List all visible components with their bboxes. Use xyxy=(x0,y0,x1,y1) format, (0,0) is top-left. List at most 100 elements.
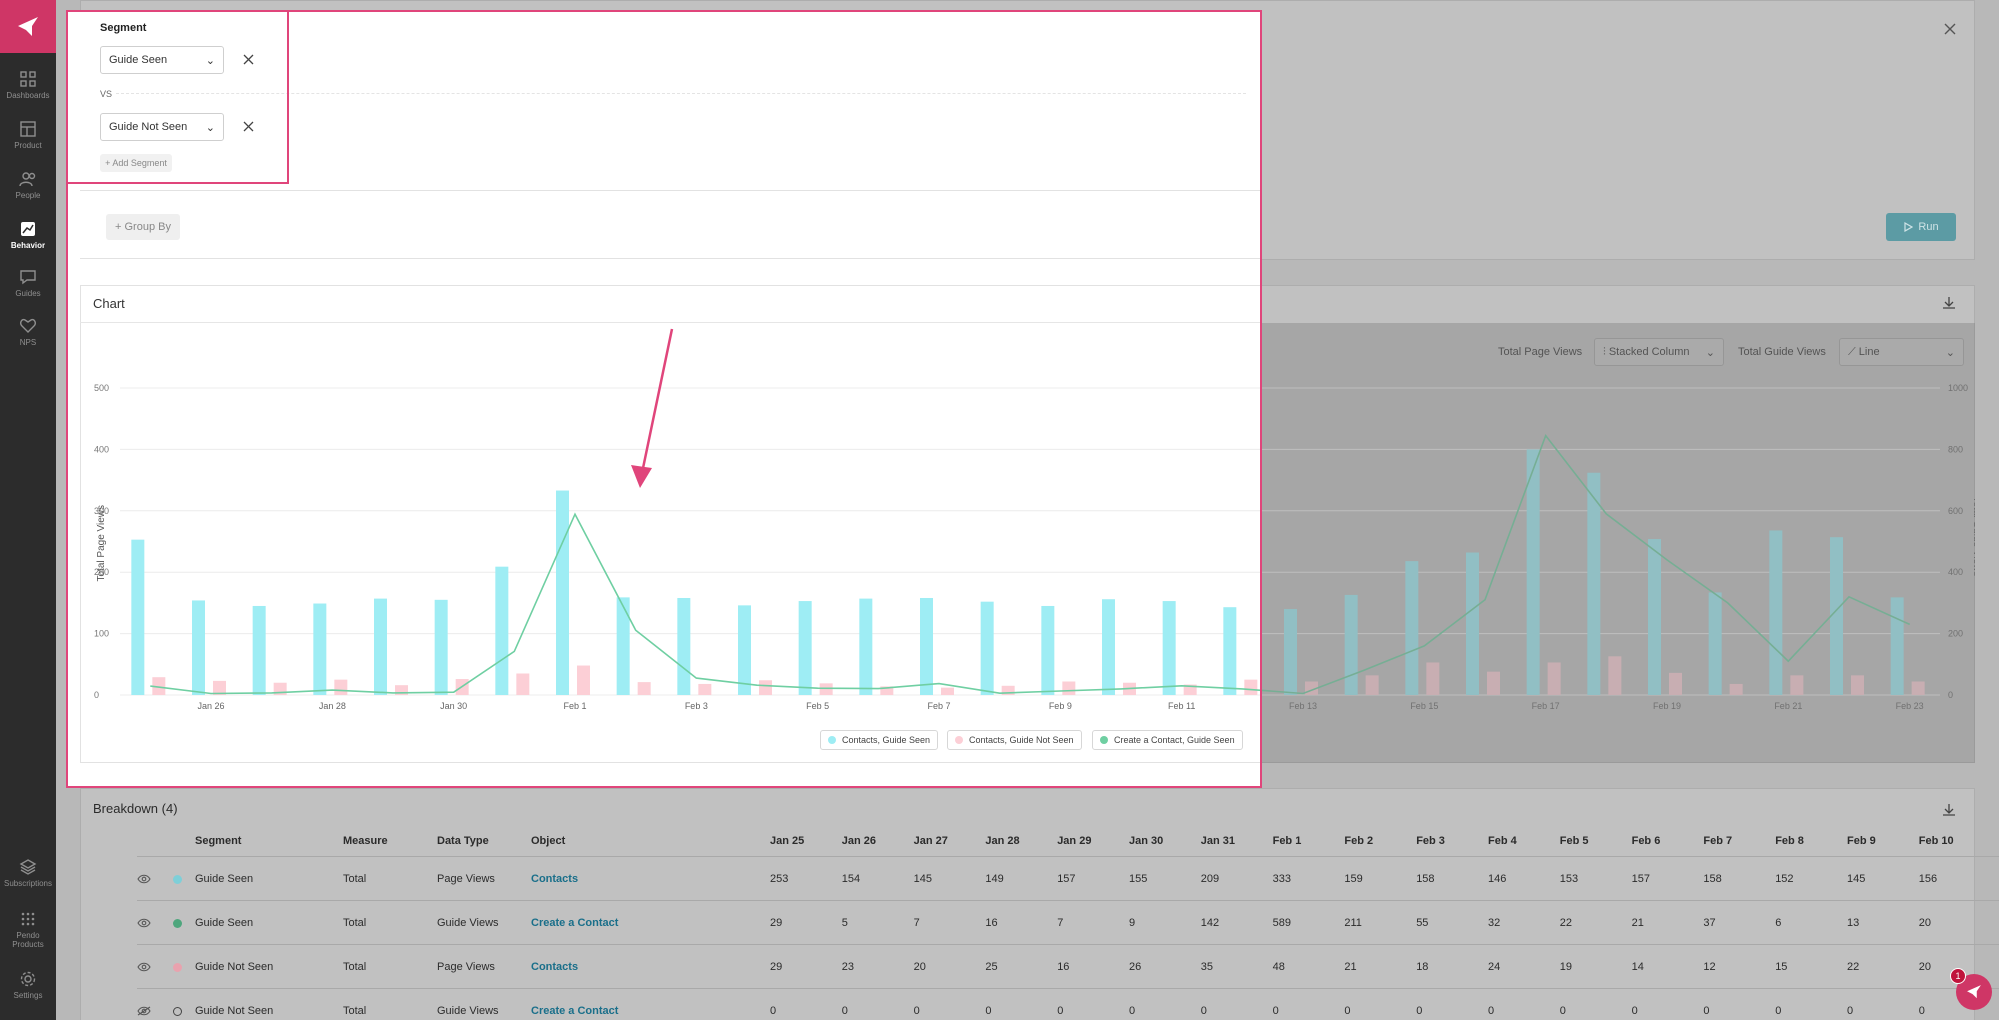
data-type-cell: Page Views xyxy=(437,961,495,973)
eye-off-icon[interactable] xyxy=(137,989,151,1020)
chart-icon xyxy=(21,222,35,236)
eye-icon[interactable] xyxy=(137,901,151,945)
pendo-logo[interactable] xyxy=(0,0,56,53)
grid-icon xyxy=(20,71,36,87)
value-cell: 13 xyxy=(1847,917,1860,929)
column-header: Jan 30 xyxy=(1129,835,1164,847)
sidebar-item-subscriptions[interactable]: Subscriptions xyxy=(0,858,56,888)
remove-segment-2-icon[interactable] xyxy=(243,121,254,132)
value-cell: 156 xyxy=(1918,873,1938,885)
sidebar-item-guides[interactable]: Guides xyxy=(0,268,56,298)
column-header: Measure xyxy=(343,835,388,847)
y-tick-label: 100 xyxy=(94,629,109,639)
eye-icon[interactable] xyxy=(137,945,151,989)
run-button[interactable]: Run xyxy=(1886,213,1956,241)
table-row[interactable]: Guide Seen Total Page Views Contacts 253 154 1… xyxy=(137,856,1999,900)
sidebar-item-label: People xyxy=(15,191,41,200)
chart-title: Chart xyxy=(93,296,125,311)
layout-icon xyxy=(20,121,36,137)
sidebar-item-label: Dashboards xyxy=(6,91,50,100)
y2-tick-label: 0 xyxy=(1948,690,1953,700)
value-cell: 22 xyxy=(1559,917,1573,929)
y-axis-title: Total Page Views xyxy=(96,505,107,582)
add-segment-button[interactable]: + Add Segment xyxy=(100,154,172,172)
breakdown-count: (4) xyxy=(161,801,178,816)
sidebar-item-pendo-products[interactable]: Pendo Products xyxy=(0,910,56,949)
object-link[interactable]: Create a Contact xyxy=(531,917,619,929)
object-link[interactable]: Contacts xyxy=(531,961,579,973)
right-measure-type-select[interactable]: ⟋ Line ⌄ xyxy=(1839,338,1964,366)
x-tick-label: Jan 26 xyxy=(197,701,224,711)
table-row[interactable]: Guide Not Seen Total Guide Views Create a C… xyxy=(137,988,1999,1020)
table-row[interactable]: Guide Seen Total Guide Views Create a Conta… xyxy=(137,900,1999,944)
column-header: Feb 3 xyxy=(1416,835,1445,847)
bar-contacts-guide-seen xyxy=(1466,552,1479,695)
value-cell: 35 xyxy=(1200,961,1214,973)
highlight-box-segment xyxy=(66,10,289,184)
table-row[interactable]: Guide Not Seen Total Page Views Contacts 29 2… xyxy=(137,944,1999,988)
message-icon xyxy=(20,270,36,285)
sidebar-item-settings[interactable]: Settings xyxy=(0,970,56,1000)
download-icon[interactable] xyxy=(1942,803,1956,817)
divider xyxy=(116,93,1246,94)
eye-icon[interactable] xyxy=(137,857,151,901)
sidebar-item-nps[interactable]: NPS xyxy=(0,317,56,347)
object-link[interactable]: Contacts xyxy=(531,873,579,885)
bar-contacts-guide-seen xyxy=(859,598,873,695)
y-tick-label: 200 xyxy=(94,567,109,577)
segment-cell: Guide Not Seen xyxy=(195,1005,274,1017)
sidebar-item-people[interactable]: People xyxy=(0,170,56,200)
vs-label: VS xyxy=(100,89,113,99)
bar-contacts-guide-not-seen xyxy=(395,685,408,695)
legend-item-contacts-guide-not-seen[interactable]: Contacts, Guide Not Seen xyxy=(947,730,1082,750)
y2-tick-label: 200 xyxy=(1948,629,1963,639)
sidebar-item-dashboards[interactable]: Dashboards xyxy=(0,70,56,100)
segment-select-2[interactable]: Guide Not Seen ⌄ xyxy=(100,113,224,141)
column-header: Feb 4 xyxy=(1488,835,1517,847)
column-header: Object xyxy=(531,835,566,847)
bar-contacts-guide-not-seen xyxy=(1911,681,1925,695)
object-link[interactable]: Create a Contact xyxy=(531,1005,619,1017)
sidebar-item-behavior[interactable]: Behavior xyxy=(0,220,56,250)
bar-contacts-guide-seen xyxy=(1102,599,1115,695)
heart-icon xyxy=(20,318,36,333)
value-cell: 15 xyxy=(1775,961,1788,973)
bar-contacts-guide-seen xyxy=(192,600,205,695)
value-cell: 7 xyxy=(913,917,920,929)
value-cell: 6 xyxy=(1775,917,1782,929)
column-header: Feb 8 xyxy=(1775,835,1804,847)
x-tick-label: Feb 3 xyxy=(685,701,708,711)
segment-select-1[interactable]: Guide Seen ⌄ xyxy=(100,46,224,74)
value-cell: 24 xyxy=(1488,961,1501,973)
measure-cell: Total xyxy=(343,873,367,885)
data-type-cell: Guide Views xyxy=(437,1005,499,1017)
sidebar-item-label: Subscriptions xyxy=(3,879,53,888)
value-cell: 14 xyxy=(1631,961,1644,973)
value-cell: 157 xyxy=(1631,873,1650,885)
segment-select-1-value: Guide Seen xyxy=(109,54,168,66)
legend-item-create-a-contact-guide-seen[interactable]: Create a Contact, Guide Seen xyxy=(1092,730,1243,750)
bar-contacts-guide-not-seen xyxy=(880,686,894,695)
remove-segment-1-icon[interactable] xyxy=(243,54,254,65)
value-cell: 20 xyxy=(1918,961,1932,973)
legend-label: Contacts, Guide Not Seen xyxy=(969,735,1074,745)
x-tick-label: Feb 23 xyxy=(1896,701,1924,711)
bar-contacts-guide-seen xyxy=(738,605,751,695)
sidebar-item-label: Guides xyxy=(15,289,41,298)
column-header: Feb 10 xyxy=(1918,835,1954,847)
bar-contacts-guide-not-seen xyxy=(1365,675,1379,695)
line-create-a-contact-guide-seen xyxy=(150,433,1911,695)
y2-tick-label: 600 xyxy=(1948,506,1963,516)
close-icon[interactable] xyxy=(1944,23,1956,35)
download-icon[interactable] xyxy=(1942,296,1956,310)
bar-contacts-guide-seen xyxy=(1890,597,1904,695)
column-header: Data Type xyxy=(437,835,489,847)
group-by-button[interactable]: + Group By xyxy=(106,214,180,240)
legend-item-contacts-guide-seen[interactable]: Contacts, Guide Seen xyxy=(820,730,939,750)
left-measure-type-select[interactable]: ⫶ Stacked Column ⌄ xyxy=(1594,338,1724,366)
divider xyxy=(80,762,1261,763)
sidebar-item-product[interactable]: Product xyxy=(0,120,56,150)
column-header: Jan 26 xyxy=(841,835,877,847)
bar-contacts-guide-not-seen xyxy=(819,683,833,695)
value-cell: 19 xyxy=(1559,961,1573,973)
